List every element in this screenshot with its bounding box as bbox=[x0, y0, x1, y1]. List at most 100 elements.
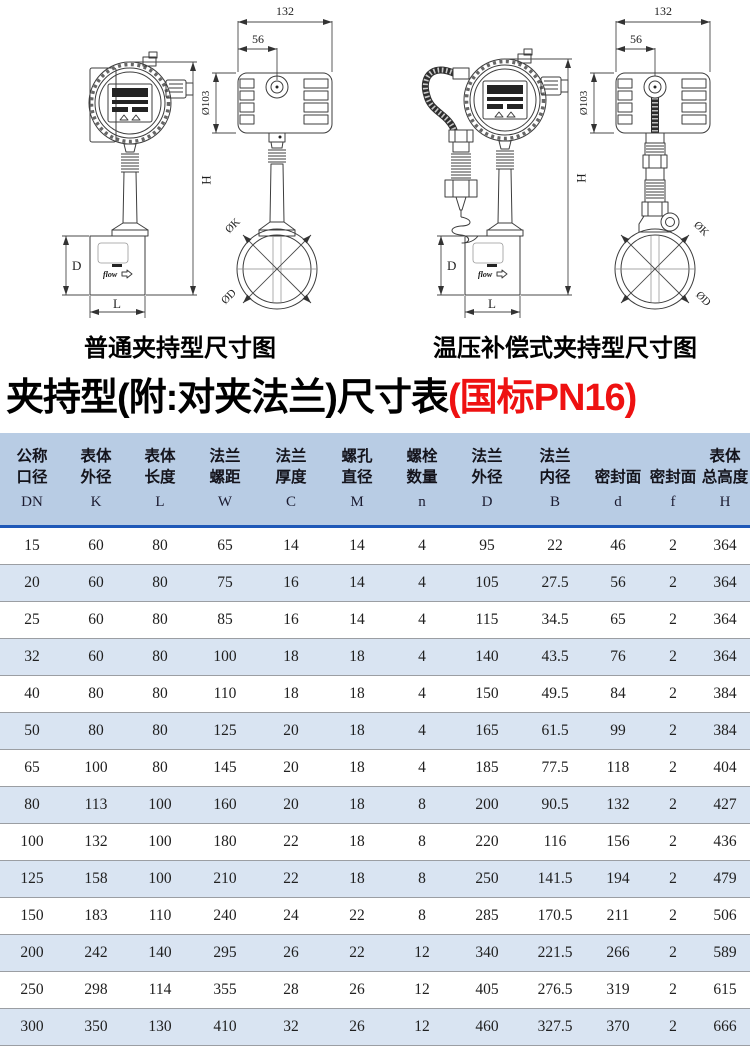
table-cell: 370 bbox=[590, 1008, 646, 1046]
table-cell: 49.5 bbox=[520, 675, 590, 713]
table-cell: 460 bbox=[454, 1008, 520, 1046]
table-cell: 65 bbox=[192, 526, 258, 565]
table-cell: 12 bbox=[390, 934, 454, 972]
table-cell: 150 bbox=[0, 897, 64, 935]
table-cell: 85 bbox=[192, 601, 258, 639]
table-cell: 26 bbox=[324, 971, 390, 1009]
table-cell: 16 bbox=[258, 564, 324, 602]
table-cell: 100 bbox=[128, 860, 192, 898]
table-row: 20 60 80 75 16 14 4 105 27.5 56 2 364 bbox=[0, 564, 750, 602]
table-row: 300 350 130 410 32 26 12 460 327.5 370 2 666 bbox=[0, 1008, 750, 1046]
table-cell: 276.5 bbox=[520, 971, 590, 1009]
table-cell: 26 bbox=[324, 1008, 390, 1046]
table-cell: 384 bbox=[700, 675, 750, 713]
table-row: 125 158 100 210 22 18 8 250 141.5 194 2 479 bbox=[0, 860, 750, 898]
table-row: 250 298 114 355 28 26 12 405 276.5 319 2 615 bbox=[0, 971, 750, 1009]
table-row: 100 132 100 180 22 18 8 220 116 156 2 436 bbox=[0, 823, 750, 861]
table-cell: 145 bbox=[192, 749, 258, 787]
table-cell: 25 bbox=[0, 601, 64, 639]
table-cell: 615 bbox=[700, 971, 750, 1009]
table-cell: 2 bbox=[646, 638, 700, 676]
table-cell: 180 bbox=[192, 823, 258, 861]
table-cell: 4 bbox=[390, 564, 454, 602]
diagram-side-compensated: 132 56 Ø103 bbox=[578, 4, 713, 310]
dim-label-56: 56 bbox=[630, 32, 642, 46]
table-cell: 16 bbox=[258, 601, 324, 639]
table-cell: 2 bbox=[646, 786, 700, 824]
table-cell: 18 bbox=[258, 675, 324, 713]
table-cell: 95 bbox=[454, 526, 520, 565]
table-cell: 32 bbox=[258, 1008, 324, 1046]
column-header: 法兰 螺距 W bbox=[192, 433, 258, 528]
table-cell: 479 bbox=[700, 860, 750, 898]
table-cell: 295 bbox=[192, 934, 258, 972]
table-cell: 116 bbox=[520, 823, 590, 861]
table-cell: 125 bbox=[192, 712, 258, 750]
table-cell: 80 bbox=[64, 675, 128, 713]
column-header: 法兰 内径 B bbox=[520, 433, 590, 528]
table-cell: 80 bbox=[64, 712, 128, 750]
dim-label-56: 56 bbox=[252, 32, 264, 46]
table-row: 25 60 80 85 16 14 4 115 34.5 65 2 364 bbox=[0, 601, 750, 639]
table-cell: 20 bbox=[258, 786, 324, 824]
diagram-front-compensated: flow D L H bbox=[421, 48, 589, 318]
table-cell: 285 bbox=[454, 897, 520, 935]
table-cell: 2 bbox=[646, 601, 700, 639]
flow-label: flow bbox=[103, 270, 118, 279]
table-cell: 22 bbox=[324, 897, 390, 935]
table-cell: 22 bbox=[258, 823, 324, 861]
dim-label-dia103: Ø103 bbox=[578, 90, 590, 115]
table-cell: 2 bbox=[646, 860, 700, 898]
table-cell: 80 bbox=[128, 749, 192, 787]
table-cell: 4 bbox=[390, 638, 454, 676]
table-cell: 75 bbox=[192, 564, 258, 602]
table-cell: 22 bbox=[520, 526, 590, 565]
table-cell: 110 bbox=[192, 675, 258, 713]
table-cell: 12 bbox=[390, 1008, 454, 1046]
table-cell: 298 bbox=[64, 971, 128, 1009]
table-cell: 404 bbox=[700, 749, 750, 787]
table-cell: 80 bbox=[0, 786, 64, 824]
column-header: 公称 口径 DN bbox=[0, 433, 64, 528]
table-cell: 242 bbox=[64, 934, 128, 972]
dim-label-dia103: Ø103 bbox=[200, 90, 212, 115]
dim-label-diaD: ØD bbox=[693, 289, 713, 309]
table-cell: 100 bbox=[128, 786, 192, 824]
table-cell: 50 bbox=[0, 712, 64, 750]
table-cell: 2 bbox=[646, 749, 700, 787]
table-cell: 364 bbox=[700, 638, 750, 676]
dim-label-diaK: ØK bbox=[223, 216, 243, 236]
table-cell: 250 bbox=[0, 971, 64, 1009]
table-cell: 506 bbox=[700, 897, 750, 935]
column-header: 表体 总高度 H bbox=[700, 433, 750, 528]
table-cell: 46 bbox=[590, 526, 646, 565]
table-cell: 8 bbox=[390, 823, 454, 861]
table-cell: 14 bbox=[324, 601, 390, 639]
table-cell: 27.5 bbox=[520, 564, 590, 602]
table-cell: 18 bbox=[324, 749, 390, 787]
dim-label-diaD: ØD bbox=[219, 287, 239, 307]
table-cell: 250 bbox=[454, 860, 520, 898]
table-cell: 194 bbox=[590, 860, 646, 898]
table-cell: 22 bbox=[258, 860, 324, 898]
table-cell: 60 bbox=[64, 564, 128, 602]
table-cell: 2 bbox=[646, 897, 700, 935]
table-cell: 2 bbox=[646, 564, 700, 602]
dim-label-L: L bbox=[488, 296, 496, 311]
table-cell: 4 bbox=[390, 601, 454, 639]
table-cell: 113 bbox=[64, 786, 128, 824]
table-cell: 384 bbox=[700, 712, 750, 750]
table-cell: 15 bbox=[0, 526, 64, 565]
table-cell: 115 bbox=[454, 601, 520, 639]
table-cell: 60 bbox=[64, 638, 128, 676]
table-row: 80 113 100 160 20 18 8 200 90.5 132 2 427 bbox=[0, 786, 750, 824]
table-cell: 80 bbox=[128, 564, 192, 602]
dim-label-L: L bbox=[113, 296, 121, 311]
table-cell: 589 bbox=[700, 934, 750, 972]
table-cell: 125 bbox=[0, 860, 64, 898]
table-cell: 200 bbox=[454, 786, 520, 824]
table-cell: 8 bbox=[390, 897, 454, 935]
table-cell: 80 bbox=[128, 526, 192, 565]
table-cell: 61.5 bbox=[520, 712, 590, 750]
table-cell: 80 bbox=[128, 675, 192, 713]
